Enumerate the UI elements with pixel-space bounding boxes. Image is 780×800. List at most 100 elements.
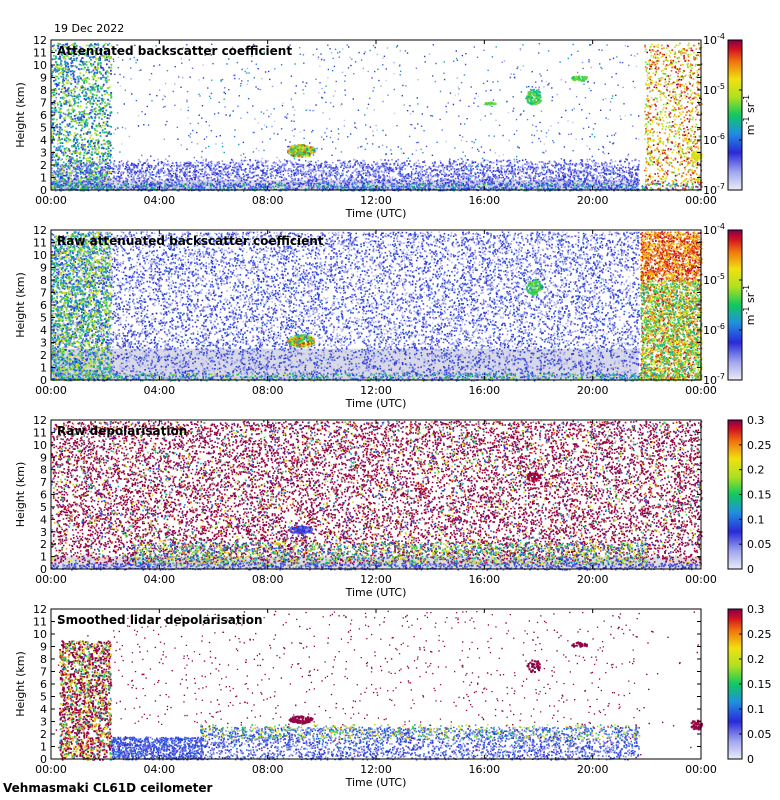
heatmap-speckle (616, 373, 618, 375)
heatmap-speckle (83, 250, 86, 253)
heatmap-speckle (545, 372, 547, 375)
heatmap-speckle (58, 266, 61, 269)
heatmap-speckle (54, 79, 57, 82)
heatmap-speckle (297, 335, 300, 338)
heatmap-speckle (538, 96, 541, 99)
heatmap-speckle (299, 144, 301, 147)
colorbar-tick-label: 10-4 (703, 32, 725, 47)
heatmap-speckle (98, 241, 110, 259)
panel-title: Attenuated backscatter coefficient (57, 44, 292, 58)
heatmap-speckle (364, 148, 366, 150)
heatmap-speckle (86, 122, 89, 125)
heatmap-speckle (579, 372, 582, 375)
heatmap-speckle (590, 44, 592, 46)
heatmap-speckle (89, 371, 91, 373)
heatmap-speckle (109, 94, 112, 96)
heatmap-speckle (66, 181, 68, 183)
heatmap-speckle (567, 376, 575, 379)
heatmap-speckle (89, 56, 91, 59)
heatmap-speckle (297, 333, 300, 336)
heatmap-speckle (655, 239, 657, 242)
heatmap-speckle (693, 136, 695, 138)
heatmap-speckle (94, 304, 96, 306)
heatmap-speckle (645, 105, 648, 107)
heatmap-speckle (520, 113, 522, 115)
heatmap-speckle (252, 43, 255, 46)
heatmap-speckle (401, 95, 403, 97)
heatmap-speckle (135, 185, 137, 187)
heatmap-speckle (624, 176, 626, 178)
heatmap-speckle (533, 377, 535, 380)
heatmap-speckle (684, 107, 689, 120)
y-tick-label: 11 (33, 47, 47, 60)
heatmap-speckle (671, 333, 674, 335)
heatmap-speckle (552, 188, 554, 190)
heatmap-speckle (672, 181, 675, 183)
heatmap-speckle (695, 106, 697, 109)
heatmap-speckle (79, 95, 81, 98)
heatmap-speckle (597, 166, 599, 168)
heatmap-speckle (642, 237, 695, 378)
heatmap-speckle (51, 141, 54, 144)
heatmap-speckle (598, 182, 601, 184)
heatmap-speckle (101, 49, 103, 51)
heatmap-speckle (647, 291, 649, 294)
heatmap-speckle (299, 151, 302, 154)
heatmap-speckle (501, 61, 503, 63)
heatmap-speckle (110, 372, 112, 375)
heatmap-speckle (421, 171, 424, 173)
heatmap-speckle (303, 93, 305, 95)
heatmap-speckle (98, 71, 101, 73)
heatmap-speckle (358, 375, 361, 377)
heatmap-speckle (52, 280, 55, 283)
heatmap-speckle (295, 174, 298, 176)
x-tick-label: 12:00 (360, 194, 392, 207)
heatmap-speckle (51, 295, 54, 297)
heatmap-speckle (63, 182, 65, 185)
heatmap-speckle (646, 141, 649, 144)
heatmap-speckle (88, 233, 100, 244)
heatmap-speckle (653, 139, 655, 142)
y-tick-label: 7 (40, 287, 47, 300)
heatmap-speckle (301, 340, 304, 343)
heatmap-speckle (676, 86, 679, 89)
heatmap-speckle (306, 339, 309, 342)
heatmap-speckle (575, 138, 577, 140)
heatmap-speckle (302, 148, 305, 151)
heatmap-speckle (691, 159, 693, 162)
heatmap-speckle (75, 158, 615, 192)
heatmap-speckle (640, 369, 684, 377)
heatmap-speckle (566, 163, 568, 166)
heatmap-speckle (55, 162, 58, 164)
heatmap-speckle (384, 186, 387, 189)
colorbar-tick-label: 10-6 (703, 132, 725, 147)
heatmap-speckle (221, 145, 224, 148)
heatmap-speckle (340, 185, 343, 187)
heatmap-speckle (301, 338, 304, 341)
heatmap-speckle (102, 330, 105, 333)
heatmap-speckle (296, 342, 299, 345)
heatmap-speckle (252, 131, 254, 134)
heatmap-speckle (123, 183, 125, 185)
heatmap-speckle (82, 186, 85, 188)
heatmap-speckle (663, 47, 665, 49)
heatmap-speckle (489, 101, 492, 104)
heatmap-speckle (528, 183, 530, 186)
heatmap-speckle (58, 373, 60, 375)
heatmap-speckle (694, 302, 697, 304)
heatmap-speckle (106, 135, 108, 137)
heatmap-speckle (64, 234, 628, 380)
heatmap-field (51, 420, 703, 571)
heatmap-speckle (483, 104, 485, 106)
heatmap-speckle (685, 313, 687, 316)
heatmap-speckle (240, 117, 242, 119)
heatmap-speckle (398, 65, 401, 67)
heatmap-speckle (603, 152, 605, 155)
heatmap-speckle (301, 144, 304, 147)
heatmap-speckle (679, 252, 682, 255)
heatmap-speckle (506, 182, 509, 185)
heatmap-speckle (308, 335, 311, 338)
heatmap-speckle (442, 377, 445, 380)
heatmap-speckle (374, 242, 377, 245)
heatmap-speckle (205, 136, 208, 138)
